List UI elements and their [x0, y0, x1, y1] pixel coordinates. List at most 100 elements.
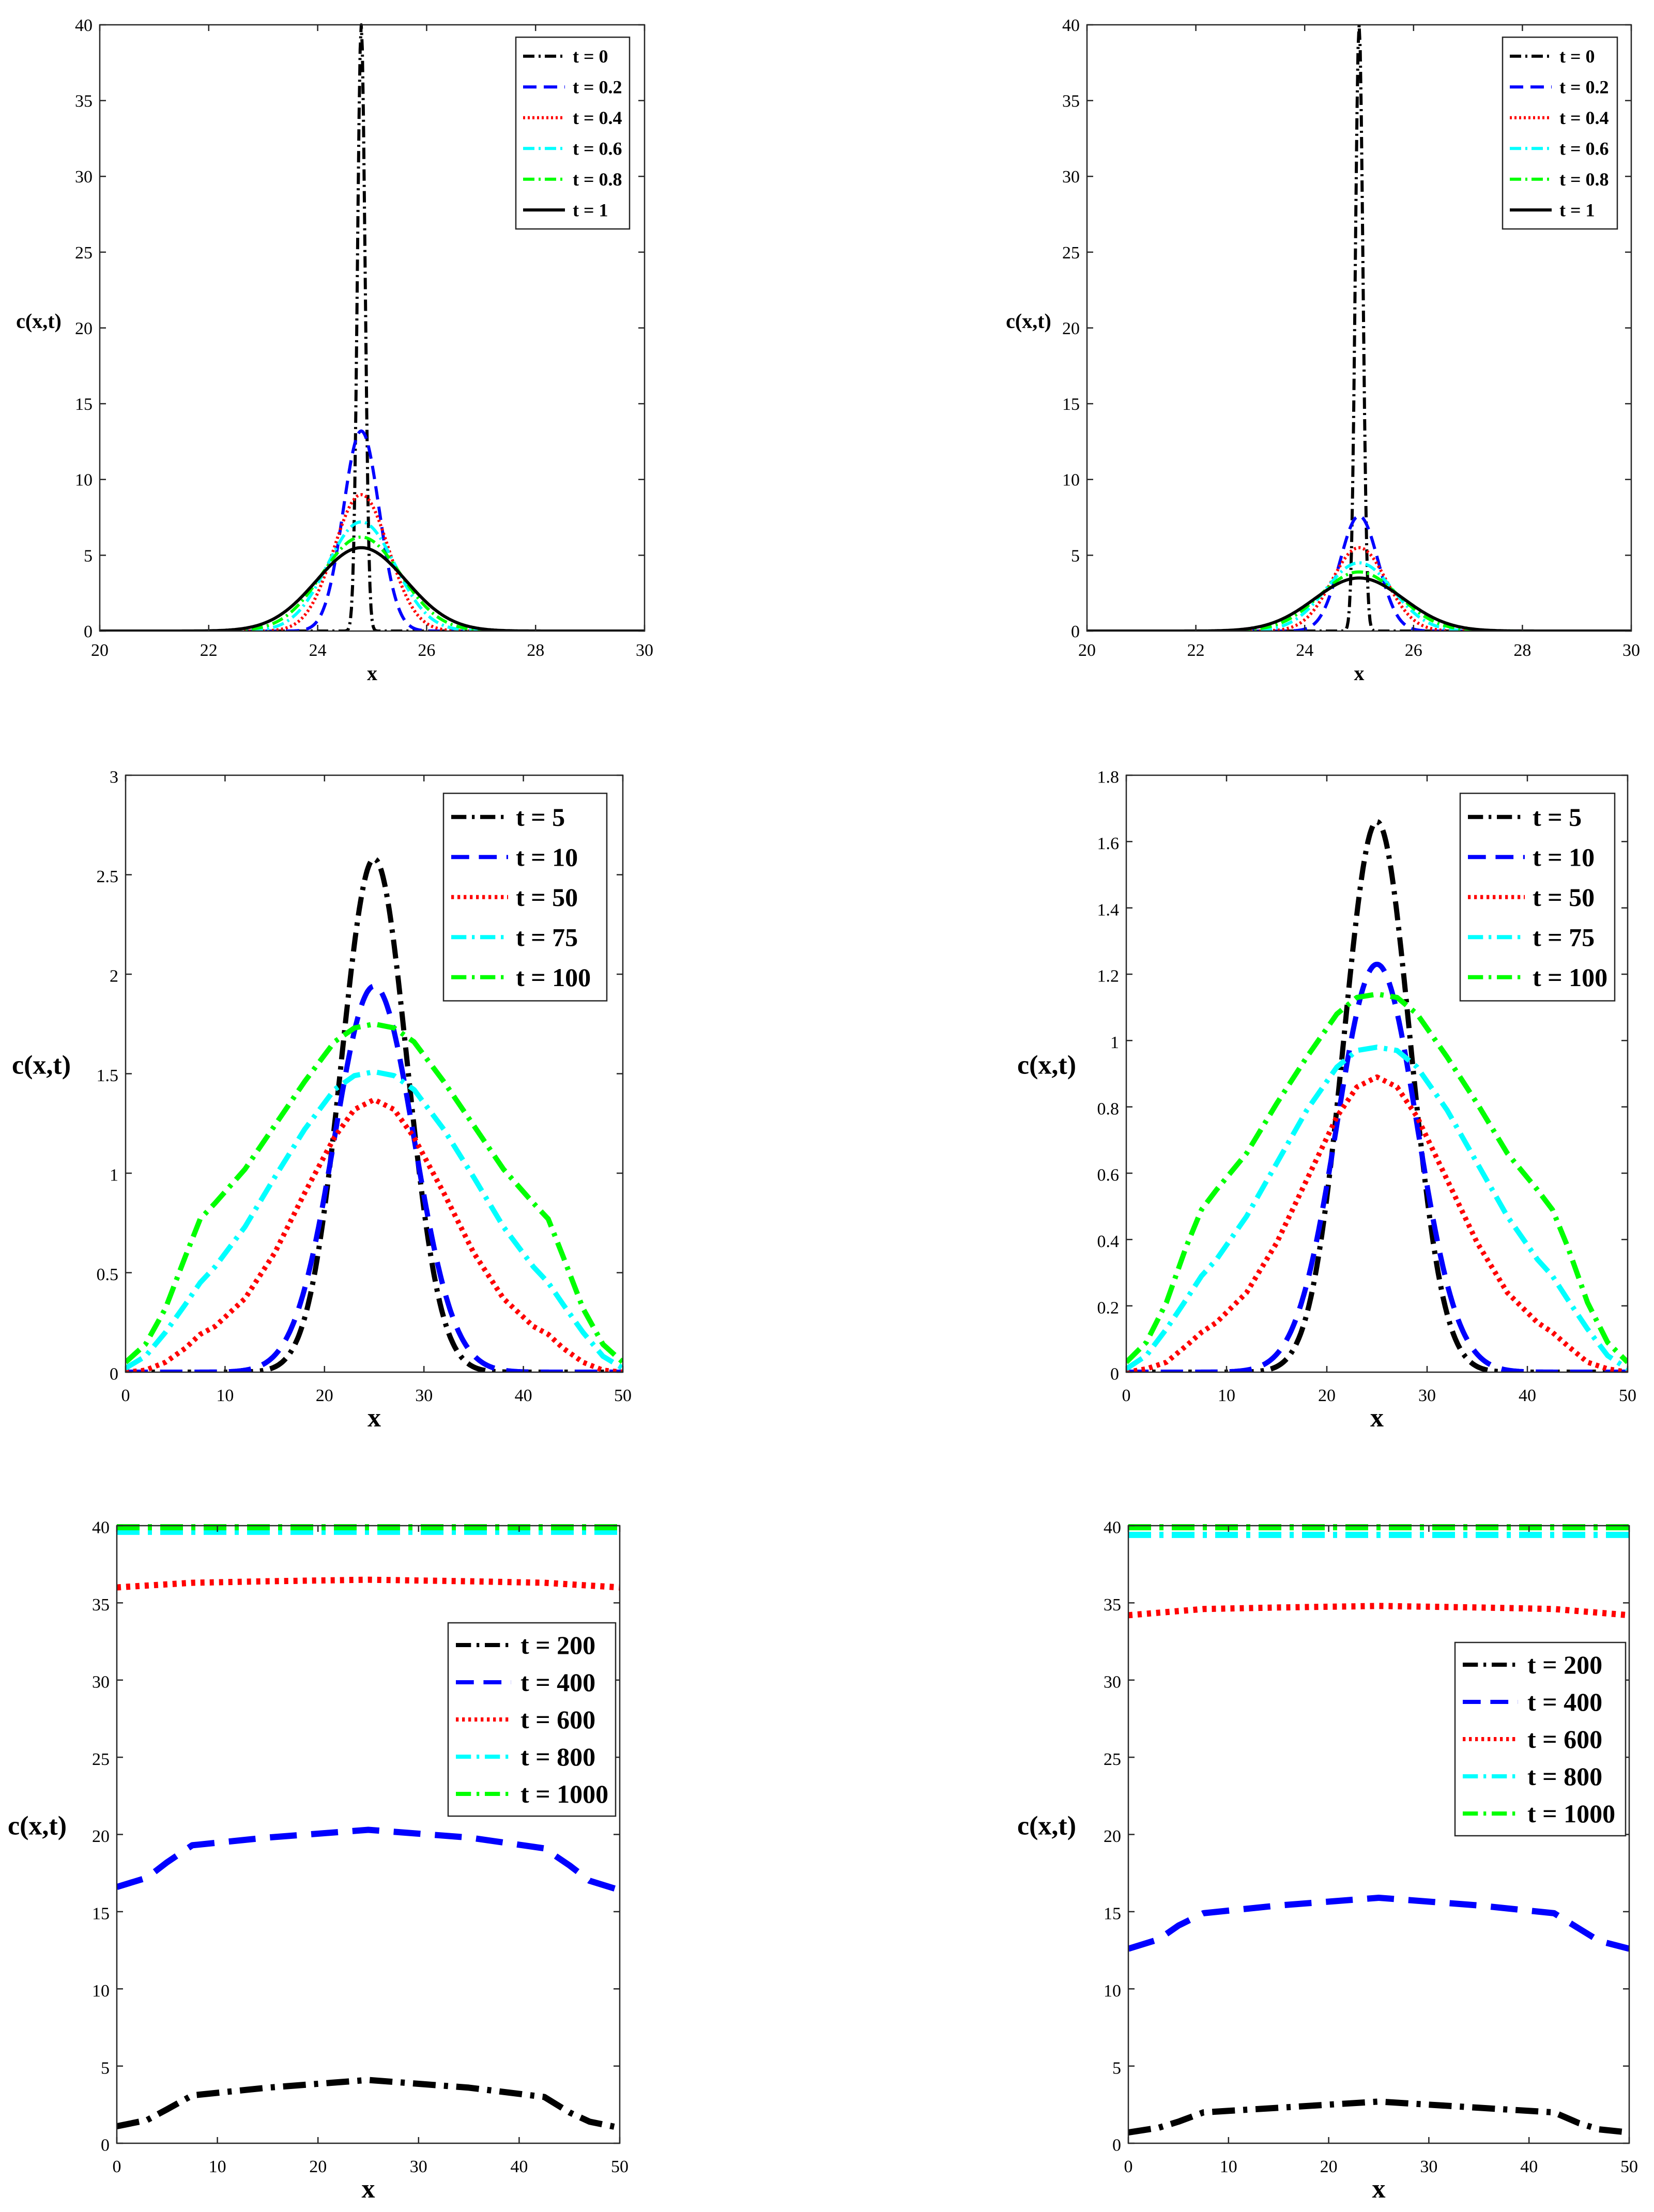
series-line-t-200 [1128, 2098, 1629, 2136]
y-tick-label: 1 [110, 1166, 118, 1185]
x-tick-label: 30 [415, 1386, 433, 1405]
x-axis-label: x [1354, 662, 1365, 685]
y-tick-label: 35 [75, 92, 93, 111]
legend: t = 5 t = 10 t = 50 t = 75 t = 100 [1459, 792, 1616, 1002]
x-tick-label: 50 [1620, 2157, 1638, 2176]
legend-label-t-600: t = 600 [1527, 1725, 1602, 1754]
chart-panel-a: 20 22 24 26 28 30 0 5 10 15 20 25 30 35 40 x c(x,t) t = 0… [16, 16, 653, 685]
y-tick-label: 0 [84, 622, 93, 641]
x-tick-label: 10 [1218, 1386, 1235, 1405]
y-tick-label: 1 [1110, 1033, 1119, 1052]
x-tick-label: 20 [1318, 1386, 1336, 1405]
y-axis-label: c(x,t) [8, 1811, 67, 1841]
legend-label-t-0-8: t = 0.8 [573, 169, 622, 190]
x-tick-label: 26 [418, 641, 435, 660]
y-axis-label: c(x,t) [12, 1051, 71, 1080]
y-axis-label: c(x,t) [16, 310, 62, 333]
series-line-t-1 [100, 546, 645, 631]
x-tick-label: 30 [636, 641, 653, 660]
series-line-t-400 [117, 1826, 620, 1893]
x-axis-label: x [367, 662, 377, 685]
x-axis-label: x [1370, 1403, 1384, 1433]
y-tick-label: 25 [1062, 243, 1080, 263]
x-tick-label: 30 [1420, 2157, 1437, 2176]
legend-label-t-0: t = 0 [573, 46, 608, 67]
y-tick-label: 40 [92, 1518, 110, 1538]
series-line-t-0-2 [100, 429, 645, 631]
legend-label-t-0-4: t = 0.4 [1559, 107, 1609, 128]
x-tick-label: 40 [510, 2157, 528, 2176]
y-tick-label: 35 [1062, 92, 1080, 111]
legend-label-t-100: t = 100 [516, 963, 591, 992]
legend: t = 5 t = 10 t = 50 t = 75 t = 100 [442, 792, 608, 1002]
y-tick-label: 40 [75, 16, 93, 35]
y-tick-label: 20 [1104, 1827, 1121, 1846]
y-tick-label: 10 [1062, 471, 1080, 490]
y-tick-label: 10 [75, 471, 93, 490]
legend-box [1459, 792, 1616, 1002]
series-line-t-100 [1126, 991, 1628, 1364]
series-line-t-50 [1126, 1074, 1628, 1372]
x-tick-label: 50 [1619, 1386, 1636, 1405]
legend-label-t-1000: t = 1000 [1527, 1799, 1615, 1828]
x-tick-label: 22 [200, 641, 218, 660]
y-tick-label: 25 [92, 1750, 110, 1769]
y-tick-label: 5 [101, 2059, 110, 2078]
y-tick-label: 20 [92, 1827, 110, 1846]
y-tick-label: 0.5 [97, 1265, 119, 1284]
legend-label-t-200: t = 200 [1527, 1650, 1602, 1679]
legend-label-t-400: t = 400 [520, 1668, 595, 1697]
x-tick-label: 0 [1124, 2157, 1133, 2176]
y-tick-label: 40 [1062, 16, 1080, 35]
y-tick-label: 0 [1112, 2136, 1121, 2155]
y-tick-label: 1.4 [1097, 900, 1120, 919]
y-tick-label: 15 [1104, 1904, 1121, 1924]
y-tick-label: 0 [101, 2136, 110, 2155]
axes-box [116, 1525, 621, 2144]
legend-box [515, 36, 631, 230]
y-tick-label: 35 [92, 1595, 110, 1615]
legend-label-t-5: t = 5 [516, 803, 565, 832]
x-tick-label: 26 [1405, 641, 1422, 660]
x-tick-label: 20 [316, 1386, 333, 1405]
y-tick-label: 30 [1062, 167, 1080, 187]
x-tick-label: 10 [1220, 2157, 1237, 2176]
y-tick-label: 1.6 [1097, 834, 1120, 853]
y-axis-label: c(x,t) [1017, 1051, 1076, 1080]
legend-label-t-0: t = 0 [1559, 46, 1595, 67]
y-tick-label: 1.2 [1097, 967, 1120, 986]
legend-label-t-800: t = 800 [1527, 1762, 1602, 1791]
x-tick-label: 50 [611, 2157, 629, 2176]
x-tick-label: 40 [1519, 1386, 1536, 1405]
y-tick-label: 5 [1112, 2059, 1121, 2078]
legend: t = 200 t = 400 t = 600 t = 800 t = 1000 [1454, 1641, 1627, 1837]
legend-label-t-0-8: t = 0.8 [1559, 169, 1609, 190]
x-tick-label: 28 [527, 641, 544, 660]
legend-label-t-800: t = 800 [520, 1742, 595, 1771]
chart-panel-f: 0 10 20 30 40 50 0 5 10 15 20 25 30 35 40 x c(x,t) t = 20… [1017, 1518, 1638, 2204]
series-line-t-75 [1126, 1044, 1628, 1371]
x-tick-label: 0 [113, 2157, 121, 2176]
y-tick-label: 30 [92, 1672, 110, 1692]
y-tick-label: 35 [1104, 1595, 1121, 1615]
series-line-t-10 [126, 984, 623, 1372]
legend-label-t-10: t = 10 [516, 842, 578, 871]
series-line-t-0-6 [100, 520, 645, 631]
legend-label-t-600: t = 600 [520, 1705, 595, 1734]
y-tick-label: 20 [1062, 319, 1080, 338]
series-line-t-600 [117, 1576, 620, 1591]
y-tick-label: 2.5 [97, 867, 119, 886]
y-tick-label: 0.2 [1097, 1298, 1120, 1317]
x-tick-label: 20 [309, 2157, 327, 2176]
series-line-t-100 [126, 1021, 623, 1364]
y-tick-label: 40 [1104, 1518, 1121, 1538]
legend-label-t-0-2: t = 0.2 [573, 76, 622, 97]
legend-box [1502, 36, 1618, 230]
chart-panel-b: 20 22 24 26 28 30 0 5 10 15 20 25 30 35 40 x c(x,t) t = 0… [1006, 16, 1640, 685]
y-tick-label: 10 [1104, 1981, 1121, 2001]
x-tick-label: 28 [1513, 641, 1531, 660]
y-tick-label: 1.5 [97, 1066, 119, 1085]
x-tick-label: 30 [410, 2157, 427, 2176]
y-tick-label: 3 [110, 768, 118, 787]
